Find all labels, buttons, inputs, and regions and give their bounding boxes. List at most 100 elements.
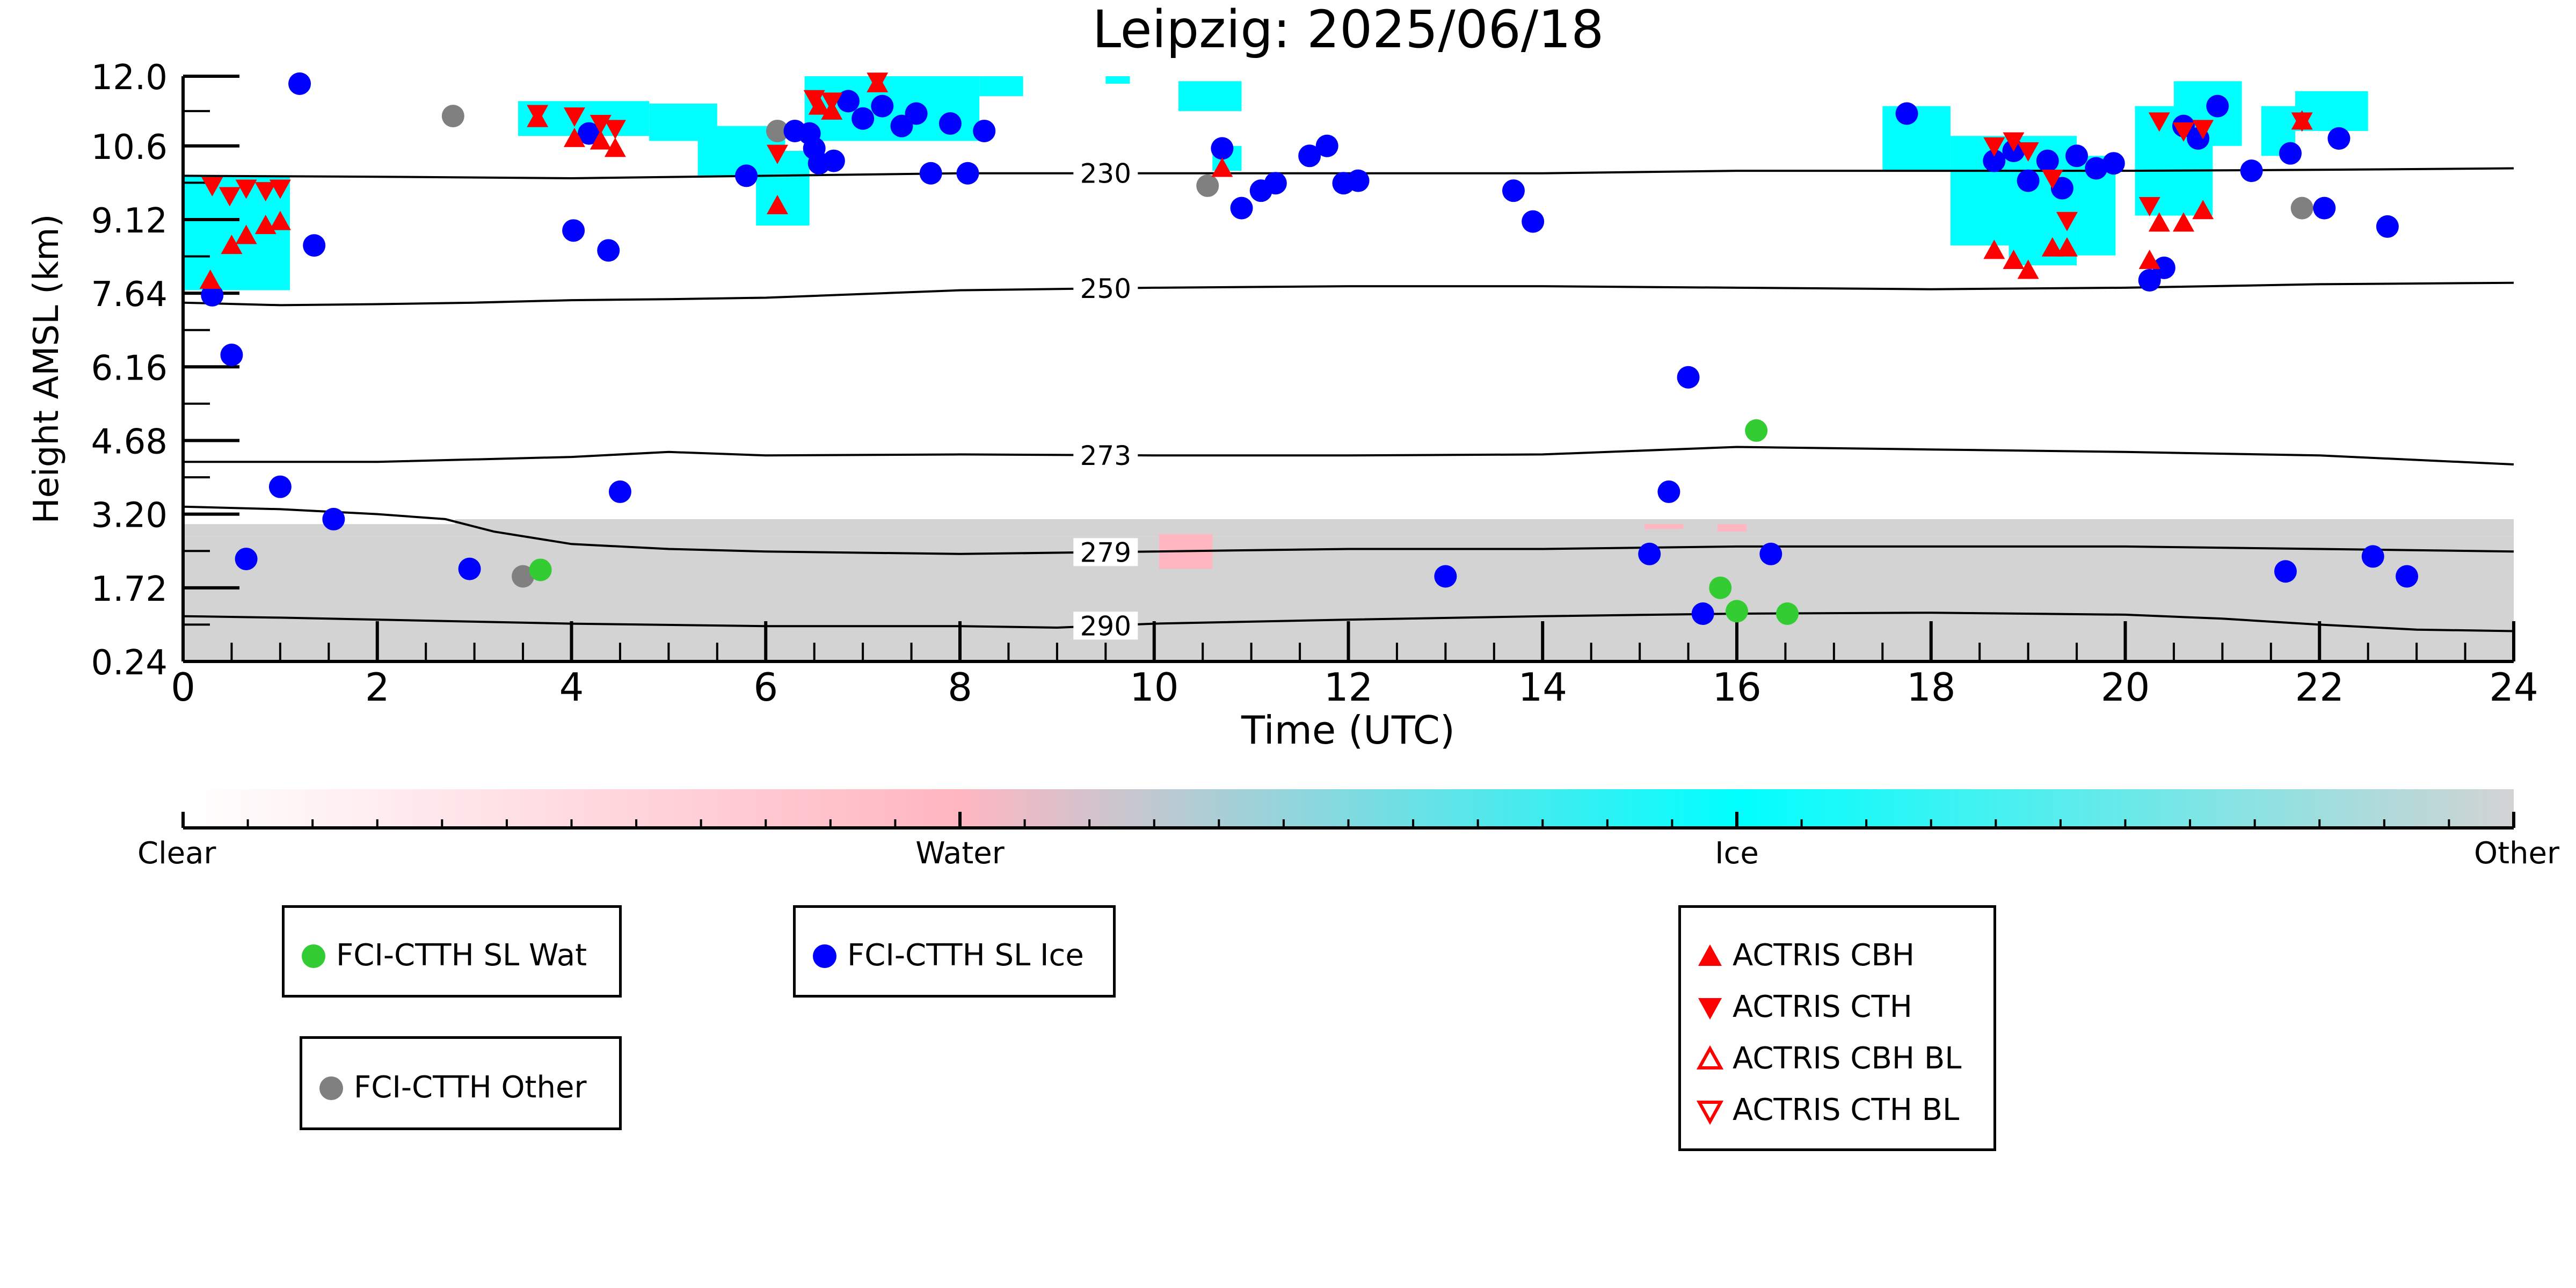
fci-ice-point (836, 90, 860, 113)
fci-ice-point (919, 162, 942, 185)
fci-ice-point (2376, 215, 2399, 238)
fci-ice-point (1657, 480, 1680, 503)
fci-ice-point (822, 149, 845, 172)
fci-ice-point (2085, 157, 2108, 180)
fci-ice-point (956, 162, 979, 185)
actris-cbh-point (563, 127, 585, 147)
fci-other-point (441, 105, 464, 128)
y-tick-label: 3.20 (91, 496, 168, 536)
y-tick-label: 4.68 (91, 422, 168, 462)
actris-cbh-point (1983, 239, 2005, 259)
actris-cbh-point (2041, 237, 2063, 257)
actris-cth-point (590, 115, 612, 135)
actris-cth-point (2291, 112, 2313, 132)
x-tick-label: 4 (559, 665, 584, 710)
fci-ice-point (735, 164, 758, 187)
fci-ice-point (2065, 144, 2089, 168)
fci-ice-point (1638, 542, 1661, 565)
actris-cth-point (803, 90, 825, 110)
x-tick-label: 14 (1518, 665, 1567, 710)
actris-cth-point (2173, 122, 2195, 142)
actris-cth-point (527, 105, 549, 125)
fci-ice-point (1230, 197, 1253, 220)
actris-cth-point (604, 120, 626, 140)
isotherm-label: 250 (1080, 273, 1131, 304)
x-tick-label: 20 (2101, 665, 2150, 710)
x-tick-label: 24 (2489, 665, 2538, 710)
y-tick-label: 0.24 (91, 643, 168, 683)
colorbar-label: Other (2474, 836, 2560, 871)
fci-ice-point (201, 283, 224, 307)
x-tick-label: 0 (171, 665, 195, 710)
fci-ice-point (322, 507, 345, 530)
x-tick-label: 6 (753, 665, 778, 710)
legend-label-actris-cth-bl: ACTRIS CTH BL (1733, 1093, 1960, 1127)
x-tick-label: 22 (2295, 665, 2344, 710)
actris-cbh-point (221, 235, 243, 254)
actris-cth-point (766, 144, 788, 164)
fci-ice-point (1347, 169, 1370, 192)
actris-cth-point (201, 177, 223, 197)
fci-ice-point (608, 480, 631, 503)
fci-ice-point (2017, 169, 2040, 192)
actris-cth-point (821, 92, 843, 112)
fci-other-point (512, 565, 535, 588)
fci-ice-point (871, 94, 894, 118)
fci-ice-point (288, 72, 311, 95)
other-mask-region (455, 519, 2514, 537)
legend-marker-actris-cbh (1698, 944, 1722, 966)
fci-ice-point (578, 122, 601, 145)
actris-cth-point (269, 179, 291, 199)
x-tick-label: 8 (948, 665, 972, 710)
fci-ice-point (597, 239, 620, 262)
isotherm-line (183, 446, 2514, 465)
fci-ice-point (2102, 152, 2125, 175)
legend-label-actris-cth: ACTRIS CTH (1733, 989, 1912, 1024)
isotherm-line (183, 505, 2514, 555)
actris-cbh-point (2138, 249, 2160, 269)
fci-ice-point (1264, 172, 1287, 195)
actris-cbh-point (808, 95, 830, 115)
actris-cbh-point (199, 270, 221, 289)
x-tick-label: 2 (365, 665, 390, 710)
isotherm-label-bg (1073, 441, 1138, 469)
actris-cth-point (254, 182, 276, 202)
legend-marker-actris-cth (1698, 998, 1722, 1020)
legend-label-fci-ice: FCI-CTTH SL Ice (847, 938, 1084, 973)
actris-cbh-point (766, 194, 788, 214)
fci-ice-point (1298, 144, 1321, 168)
y-tick-label: 12.0 (91, 58, 168, 98)
y-axis-label: Height AMSL (km) (27, 214, 67, 524)
fci-ice-point (1895, 102, 1918, 125)
fci-ice-point (938, 112, 962, 135)
y-tick-label: 10.6 (91, 128, 168, 168)
fci-ice-point (1211, 137, 1234, 160)
fci-ice-point (1502, 179, 1525, 202)
colorbar-label: Clear (137, 836, 216, 871)
actris-cth-point (1983, 137, 2005, 157)
legend-box-ice: FCI-CTTH SL Ice (793, 905, 1116, 998)
fci-ice-point (1759, 542, 1782, 565)
fci-ice-point (268, 475, 292, 498)
isotherm-label-bg (1073, 274, 1138, 303)
actris-cth-point (867, 72, 889, 92)
plot-axes: 0 2 4 6 8 10 12 14 16 18 20 22 240.241.723.204.686.1… (91, 58, 2538, 710)
fci-other-point (1196, 174, 1219, 197)
water-mask-region (1644, 524, 1684, 529)
fci-ice-point (2206, 94, 2229, 118)
y-tick-label: 1.72 (91, 570, 168, 609)
fci-ice-point (303, 234, 326, 257)
fci-wat-point (1745, 419, 1768, 442)
legend-box-wat: FCI-CTTH SL Wat (282, 905, 622, 998)
fci-ice-point (2152, 256, 2175, 279)
ice-mask-region (756, 151, 810, 226)
fci-ice-point (1315, 134, 1338, 157)
legend-marker-fci-wat (302, 944, 325, 968)
fci-ice-point (1983, 149, 2006, 172)
y-tick-label: 7.64 (91, 275, 168, 315)
fci-ice-point (973, 119, 996, 142)
actris-cth-point (2192, 120, 2214, 140)
fci-other-point (766, 119, 789, 142)
actris-cbh-point (2056, 237, 2078, 257)
legend-marker-fci-other (319, 1076, 343, 1100)
